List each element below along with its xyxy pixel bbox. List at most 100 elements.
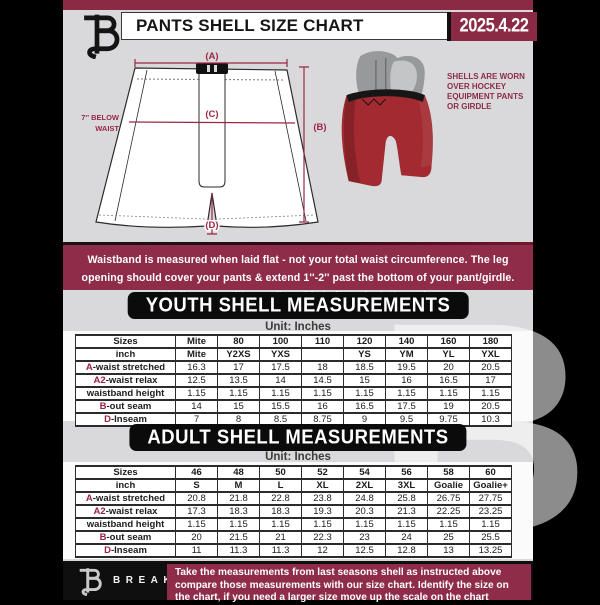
adult-section-header: ADULT SHELL MEASUREMENTS [129, 424, 467, 451]
cell-value: 21.8 [217, 491, 260, 506]
cell-value: 1.15 [469, 517, 512, 532]
cell-value: 18.3 [217, 504, 260, 519]
cell-value: S [175, 478, 218, 493]
table-row: B-out seam 14 15 15.5 16 16.5 17.5 19 20.5 [75, 399, 512, 414]
row-label: A-waist stretched [75, 360, 176, 375]
footer-note-box: Take the measurements from last seasons … [167, 564, 531, 603]
cell-value: 19.3 [301, 504, 344, 519]
cell-value: Y2XS [217, 347, 260, 362]
waist-note: 7'' BELOW WAIST [81, 113, 120, 133]
row-label: inch [75, 478, 176, 493]
date-badge: 2025.4.22 [447, 12, 537, 41]
cell-value: 12 [301, 543, 344, 558]
cell-value: 58 [427, 465, 470, 480]
cell-value: 180 [469, 334, 512, 349]
cell-value: 120 [343, 334, 386, 349]
cell-value: 140 [385, 334, 428, 349]
cell-value: 1.15 [175, 517, 218, 532]
cell-value: 1.15 [427, 386, 470, 401]
cell-value: 1.15 [343, 517, 386, 532]
breakaway-logo-icon [83, 11, 123, 59]
cell-value: 16.5 [427, 373, 470, 388]
cell-value: 20.8 [175, 491, 218, 506]
cell-value: 16.5 [343, 399, 386, 414]
cell-value: 1.15 [301, 517, 344, 532]
cell-value: 80 [217, 334, 260, 349]
cell-value: 25 [427, 530, 470, 545]
cell-value: 10.3 [469, 412, 512, 427]
row-label: waistband height [75, 517, 176, 532]
cell-value: 17.5 [259, 360, 302, 375]
cell-value: Goalie+ [469, 478, 512, 493]
cell-value: 11 [175, 543, 218, 558]
row-label: Sizes [75, 465, 176, 480]
cell-value: 1.15 [175, 386, 218, 401]
row-label: A2-waist relax [75, 373, 176, 388]
cell-value: 21.5 [217, 530, 260, 545]
youth-measurements-table: Sizes Mite 80 100 110 120 140 160 180 inch Mite Y2X… [75, 334, 512, 427]
cell-value: 2XL [343, 478, 386, 493]
diagram-label-c: (C) [205, 109, 218, 120]
cell-value: 11.3 [259, 543, 302, 558]
cell-value: 27.75 [469, 491, 512, 506]
cell-value: 24.8 [343, 491, 386, 506]
cell-value: 14.5 [301, 373, 344, 388]
cell-value: 22.3 [301, 530, 344, 545]
diagram-label-d: (D) [205, 220, 218, 231]
cell-value: 17.3 [175, 504, 218, 519]
size-chart-page: PANTS SHELL SIZE CHART 2025.4.22 [63, 0, 591, 603]
table-row: A2-waist relax 12.5 13.5 14 14.5 15 16 16.5 17 [75, 373, 512, 388]
measurement-diagram-section: (A) (C) (B) (D) 7'' BELOW WAIST SHELLS A… [63, 44, 533, 242]
row-label: D-Inseam [75, 543, 176, 558]
youth-section-header: YOUTH SHELL MEASUREMENTS [127, 292, 469, 319]
cell-value: 13.25 [469, 543, 512, 558]
cell-value: 13 [427, 543, 470, 558]
cell-value: 20 [427, 360, 470, 375]
cell-value: 1.15 [385, 386, 428, 401]
adult-unit-label: Unit: Inches [265, 451, 331, 463]
cell-value: 15.5 [259, 399, 302, 414]
cell-value: YXL [469, 347, 512, 362]
cell-value: 160 [427, 334, 470, 349]
cell-value: 110 [301, 334, 344, 349]
cell-value: 16.3 [175, 360, 218, 375]
cell-value: 50 [259, 465, 302, 480]
cell-value: 14 [175, 399, 218, 414]
shell-note: SHELLS ARE WORN OVER HOCKEY EQUIPMENT PA… [447, 72, 525, 111]
pants-measurement-diagram: (A) (C) (B) (D) 7'' BELOW WAIST [81, 51, 327, 235]
cell-value: 25.5 [469, 530, 512, 545]
waistband-instruction-text: Waistband is measured when laid flat - n… [81, 254, 515, 302]
cell-value: 20 [175, 530, 218, 545]
cell-value: 56 [385, 465, 428, 480]
footer: BREAKAWAY Take the measurements from las… [63, 561, 533, 603]
row-label: B-out seam [75, 399, 176, 414]
cell-value: 1.15 [343, 386, 386, 401]
cell-value: 23.8 [301, 491, 344, 506]
cell-value: 1.15 [301, 386, 344, 401]
table-row: B-out seam 20 21.5 21 22.3 23 24 25 25.5 [75, 530, 512, 545]
cell-value: 16 [385, 373, 428, 388]
cell-value: XL [301, 478, 344, 493]
table-row: A-waist stretched 20.8 21.8 22.8 23.8 24.8 25.… [75, 491, 512, 506]
row-label: waistband height [75, 386, 176, 401]
waistband-instruction-banner: Waistband is measured when laid flat - n… [63, 245, 533, 302]
row-label: D-Inseam [75, 412, 176, 427]
cell-value: 15 [217, 399, 260, 414]
cell-value: 100 [259, 334, 302, 349]
cell-value: 54 [343, 465, 386, 480]
cell-value: 23 [343, 530, 386, 545]
cell-value: 12.5 [175, 373, 218, 388]
youth-section-title: YOUTH SHELL MEASUREMENTS [145, 292, 451, 317]
diagram-label-b: (B) [313, 122, 326, 133]
cell-value: Mite [175, 347, 218, 362]
section-divider [63, 242, 533, 245]
cell-value: 1.15 [469, 386, 512, 401]
cell-value: 24 [385, 530, 428, 545]
table-row: waistband height 1.15 1.15 1.15 1.15 1.15 1.15… [75, 517, 512, 532]
table-row: Sizes Mite 80 100 110 120 140 160 180 [75, 334, 512, 349]
row-label: inch [75, 347, 176, 362]
row-label: A2-waist relax [75, 504, 176, 519]
top-accent-bar [63, 0, 533, 10]
cell-value: 20.5 [469, 360, 512, 375]
cell-value: YS [343, 347, 386, 362]
